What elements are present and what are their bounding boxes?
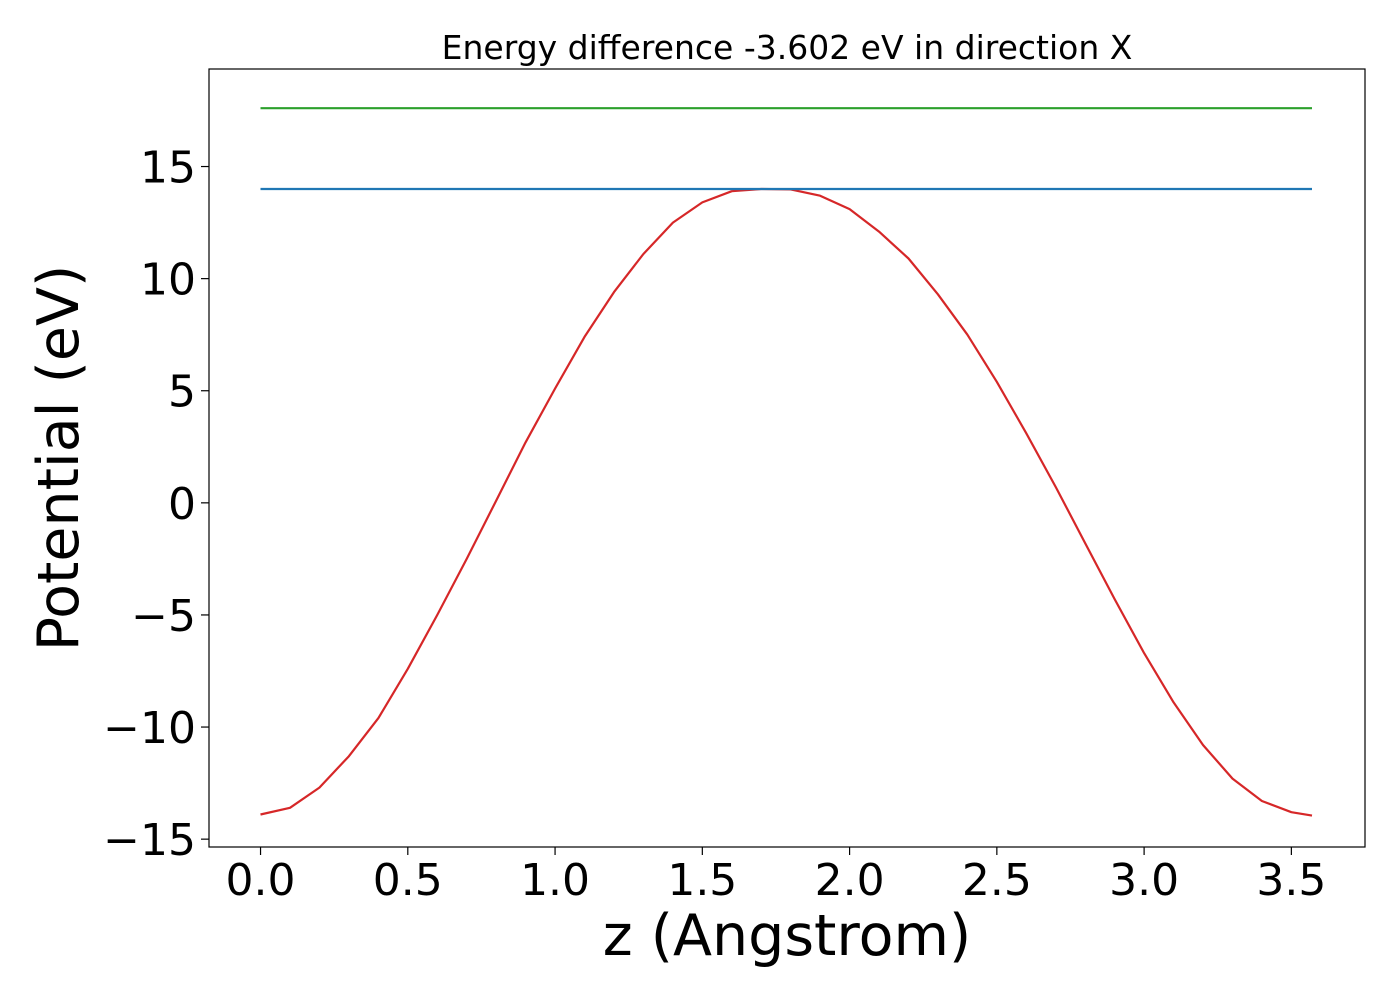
y-tick-label: 5: [168, 367, 196, 418]
x-tick-label: 1.5: [667, 855, 737, 906]
x-tick-label: 1.0: [520, 855, 590, 906]
y-axis: −15 −10 −5 0 5 10 15: [103, 143, 209, 866]
series-layer: [260, 107, 1313, 817]
y-tick-label: −5: [131, 591, 196, 642]
plot-area: [208, 68, 1366, 848]
x-tick-label: 2.0: [815, 855, 885, 906]
y-tick-label: 0: [168, 479, 196, 530]
x-tick-label: 3.0: [1109, 855, 1179, 906]
series-line-1: [260, 187, 1313, 817]
y-tick-label: 10: [140, 255, 196, 306]
x-axis: 0.0 0.5 1.0 1.5 2.0 2.5 3.0 3.5: [226, 847, 1326, 906]
y-tick-label: −10: [103, 703, 196, 754]
x-tick-label: 2.5: [962, 855, 1032, 906]
x-tick-label: 0.0: [226, 855, 296, 906]
x-axis-label: z (Angstrom): [603, 903, 971, 969]
y-axis-label: Potential (eV): [26, 265, 92, 651]
chart-title: Energy difference -3.602 eV in direction…: [442, 28, 1133, 67]
y-tick-label: 15: [140, 143, 196, 194]
x-tick-label: 0.5: [373, 855, 443, 906]
x-tick-label: 3.5: [1256, 855, 1326, 906]
y-tick-label: −15: [103, 815, 196, 866]
plot-frame: [208, 68, 1366, 848]
